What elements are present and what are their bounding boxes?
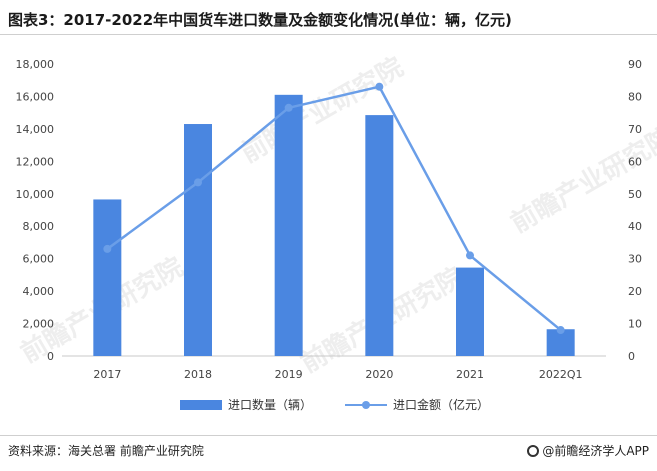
x-tick-label: 2022Q1: [539, 368, 583, 381]
bar: [365, 115, 394, 356]
y-left-tick-label: 0: [47, 350, 54, 363]
amount-point: [556, 326, 565, 335]
x-tick-label: 2018: [184, 368, 212, 381]
bar: [184, 124, 212, 357]
legend-line-swatch: [345, 400, 387, 410]
y-left-tick-label: 8,000: [23, 220, 55, 233]
footer-divider: [0, 435, 657, 436]
y-right-tick-label: 60: [628, 155, 642, 168]
chart-legend: 进口数量（辆） 进口金额（亿元）: [0, 394, 657, 416]
title-divider: [0, 34, 657, 35]
y-left-tick-label: 6,000: [23, 253, 55, 266]
chart-title: 图表3：2017-2022年中国货车进口数量及金额变化情况(单位：辆，亿元): [8, 11, 512, 29]
y-right-tick-label: 70: [628, 123, 642, 136]
y-left-tick-label: 18,000: [16, 58, 55, 71]
footer-brand-text: @前瞻经济学人APP: [542, 444, 649, 458]
amount-point: [194, 178, 202, 187]
x-tick-label: 2021: [456, 368, 484, 381]
amount-point: [375, 82, 384, 91]
amount-point: [466, 251, 474, 260]
y-left-tick-label: 14,000: [16, 123, 55, 136]
y-right-tick-label: 30: [628, 253, 642, 266]
y-left-tick-label: 16,000: [16, 90, 55, 103]
amount-point: [284, 103, 293, 112]
y-right-tick-label: 0: [628, 350, 635, 363]
brand-logo-icon: [527, 445, 540, 457]
amount-line: [106, 85, 562, 332]
legend-label-amount: 进口金额（亿元）: [393, 398, 490, 412]
x-tick-label: 2017: [93, 368, 121, 381]
y-right-tick-label: 80: [628, 90, 642, 103]
chart-plot: 0 2,000 4,000 6,000 8,000 10,000 12,000 14,000 1…: [16, 58, 643, 381]
x-tick-label: 2020: [365, 368, 393, 381]
y-right-tick-label: 10: [628, 318, 642, 331]
y-right-tick-label: 40: [628, 220, 642, 233]
x-tick-label: 2019: [275, 368, 303, 381]
bar: [274, 94, 303, 357]
y-right-tick-label: 50: [628, 188, 642, 201]
legend-bar-swatch: [180, 399, 222, 410]
footer-brand: @前瞻经济学人APP: [527, 442, 649, 459]
y-right-tick-label: 20: [628, 285, 642, 298]
y-left-tick-label: 4,000: [23, 285, 55, 298]
y-left-tick-label: 12,000: [16, 155, 55, 168]
y-left-tick-label: 2,000: [23, 318, 55, 331]
legend-item-quantity: 进口数量（辆）: [180, 396, 312, 413]
y-left-tick-label: 10,000: [16, 188, 55, 201]
legend-label-quantity: 进口数量（辆）: [228, 398, 313, 412]
legend-item-amount: 进口金额（亿元）: [345, 396, 489, 413]
amount-point: [103, 244, 112, 253]
y-right-tick-label: 90: [628, 58, 642, 71]
bar: [93, 199, 122, 356]
source-note: 资料来源：海关总署 前瞻产业研究院: [8, 444, 204, 458]
bar: [456, 267, 484, 356]
